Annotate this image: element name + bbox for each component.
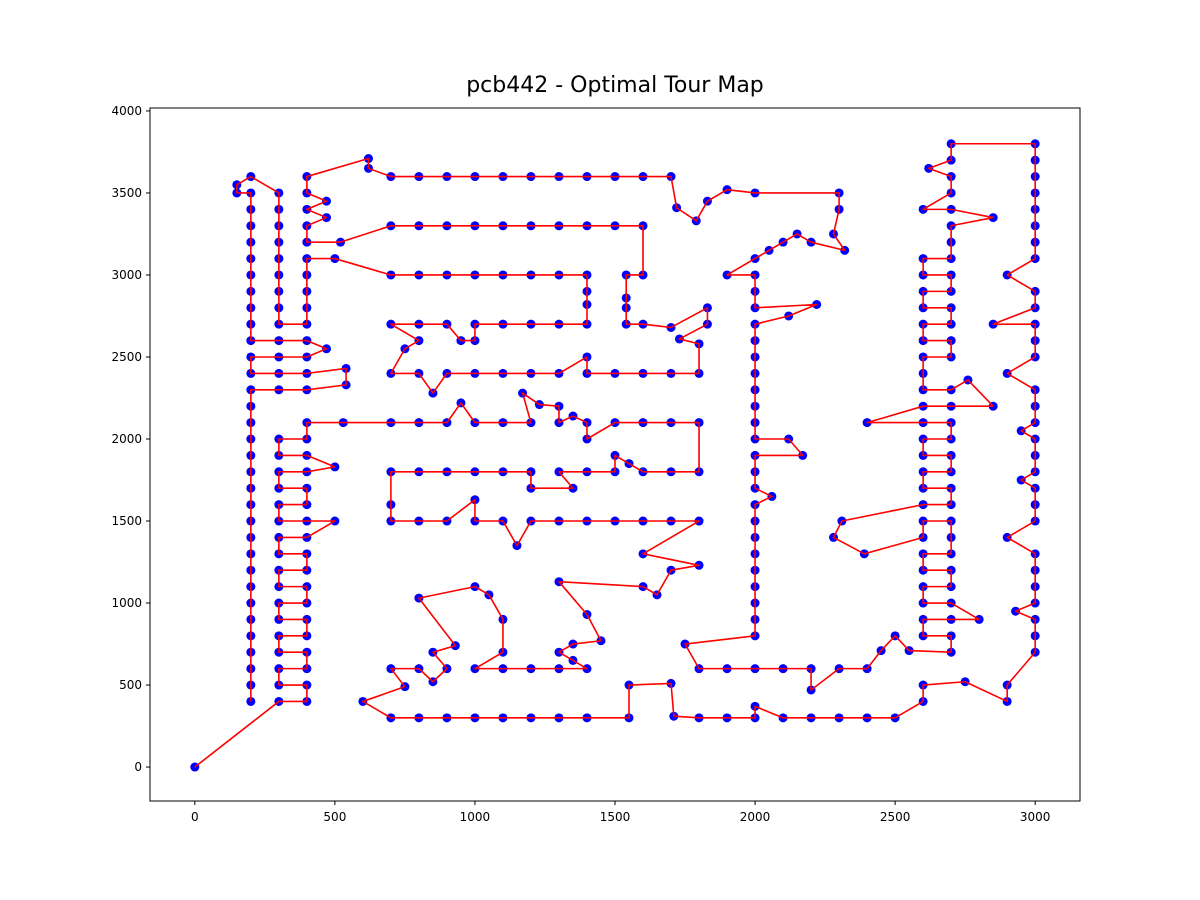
x-tick-label: 3000 <box>1020 810 1051 824</box>
x-tick-label: 1500 <box>600 810 631 824</box>
y-tick-label: 500 <box>119 678 142 692</box>
x-tick-label: 500 <box>323 810 346 824</box>
plot-area <box>190 139 1040 772</box>
x-tick-label: 0 <box>191 810 199 824</box>
x-tick-label: 2500 <box>880 810 911 824</box>
y-tick-label: 4000 <box>111 104 142 118</box>
y-tick-label: 1500 <box>111 514 142 528</box>
x-tick-label: 2000 <box>740 810 771 824</box>
x-tick-label: 1000 <box>460 810 491 824</box>
chart-title: pcb442 - Optimal Tour Map <box>466 73 764 98</box>
y-tick-label: 3500 <box>111 186 142 200</box>
y-tick-label: 2500 <box>111 350 142 364</box>
y-tick-label: 3000 <box>111 268 142 282</box>
tour-path <box>194 142 1036 768</box>
y-tick-label: 1000 <box>111 596 142 610</box>
y-tick-label: 0 <box>134 760 142 774</box>
y-tick-label: 2000 <box>111 432 142 446</box>
